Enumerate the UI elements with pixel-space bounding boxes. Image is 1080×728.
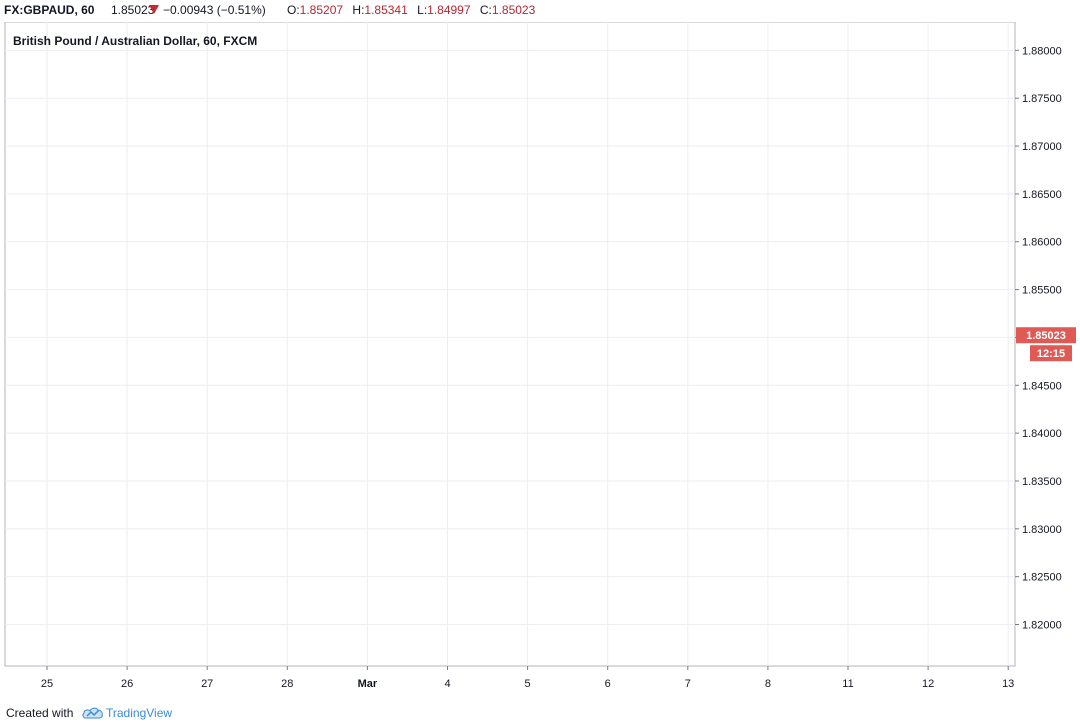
grid-lines bbox=[5, 22, 1015, 666]
x-tick-label: 28 bbox=[281, 678, 293, 690]
last-price-box bbox=[1016, 327, 1076, 344]
y-tick-label: 1.82000 bbox=[1022, 620, 1062, 632]
price-axis[interactable]: 1.82000 1.82500 1.83000 1.83500 1.84000 1.845… bbox=[1015, 45, 1062, 632]
footer: Created with TradingView bbox=[0, 700, 1080, 728]
y-tick-label: 1.88000 bbox=[1022, 45, 1062, 57]
close-value: 1.85023 bbox=[491, 3, 536, 17]
y-tick-label: 1.87000 bbox=[1022, 141, 1062, 153]
last-price: 1.85023 bbox=[111, 3, 155, 17]
x-tick-label: 4 bbox=[444, 678, 450, 690]
symbol-header: FX:GBPAUD, 60 1.85023 −0.00943 (−0.51%) … bbox=[0, 0, 1080, 22]
time-axis[interactable]: 25 26 27 28 Mar 4 5 6 7 8 11 12 13 bbox=[41, 666, 1014, 690]
y-tick-label: 1.82500 bbox=[1022, 572, 1062, 584]
x-tick-label: 6 bbox=[605, 678, 611, 690]
low-value: 1.84997 bbox=[427, 3, 471, 17]
x-tick-label: 26 bbox=[121, 678, 133, 690]
y-tick-label: 1.83000 bbox=[1022, 524, 1062, 536]
x-tick-label: 7 bbox=[685, 678, 691, 690]
x-tick-label: 27 bbox=[201, 678, 213, 690]
chart-title: British Pound / Australian Dollar, 60, F… bbox=[13, 34, 257, 48]
y-tick-label: 1.86000 bbox=[1022, 237, 1062, 249]
symbol-label[interactable]: FX:GBPAUD, 60 bbox=[4, 3, 95, 17]
x-tick-label: 5 bbox=[525, 678, 531, 690]
open-label: O: bbox=[287, 3, 300, 17]
tradingview-link[interactable]: TradingView bbox=[106, 706, 173, 720]
ohlc-readout: O:1.85207 H:1.85341 L:1.84997 C:1.85023 bbox=[287, 3, 535, 17]
plot-background bbox=[4, 22, 1016, 667]
y-tick-label: 1.87500 bbox=[1022, 93, 1062, 105]
down-triangle-icon bbox=[149, 5, 159, 14]
y-tick-label: 1.84000 bbox=[1022, 428, 1062, 440]
high-value: 1.85341 bbox=[364, 3, 408, 17]
y-tick-label: 1.84500 bbox=[1022, 380, 1062, 392]
price-change: −0.00943 (−0.51%) bbox=[163, 3, 266, 17]
close-label: C: bbox=[479, 3, 492, 17]
tradingview-cloud-icon[interactable] bbox=[82, 706, 104, 720]
last-price-label: 1.85023 bbox=[1026, 330, 1066, 342]
y-tick-label: 1.85500 bbox=[1022, 285, 1062, 297]
x-tick-label: 12 bbox=[922, 678, 934, 690]
last-price-marker: 1.85023 12:15 bbox=[1016, 327, 1076, 362]
credit-text: Created with bbox=[6, 706, 74, 720]
open-value: 1.85207 bbox=[299, 3, 344, 17]
countdown-label: 12:15 bbox=[1037, 348, 1065, 360]
x-tick-label: Mar bbox=[358, 678, 378, 690]
countdown-box bbox=[1030, 345, 1072, 362]
high-label: H: bbox=[352, 3, 365, 17]
x-tick-label: 8 bbox=[765, 678, 771, 690]
low-label: L: bbox=[417, 3, 428, 17]
price-chart[interactable]: 1.82000 1.82500 1.83000 1.83500 1.84000 1.845… bbox=[0, 22, 1080, 700]
x-tick-label: 25 bbox=[41, 678, 53, 690]
x-tick-label: 13 bbox=[1002, 678, 1014, 690]
y-tick-label: 1.86500 bbox=[1022, 189, 1062, 201]
y-tick-label: 1.83500 bbox=[1022, 476, 1062, 488]
x-tick-label: 11 bbox=[842, 678, 853, 690]
